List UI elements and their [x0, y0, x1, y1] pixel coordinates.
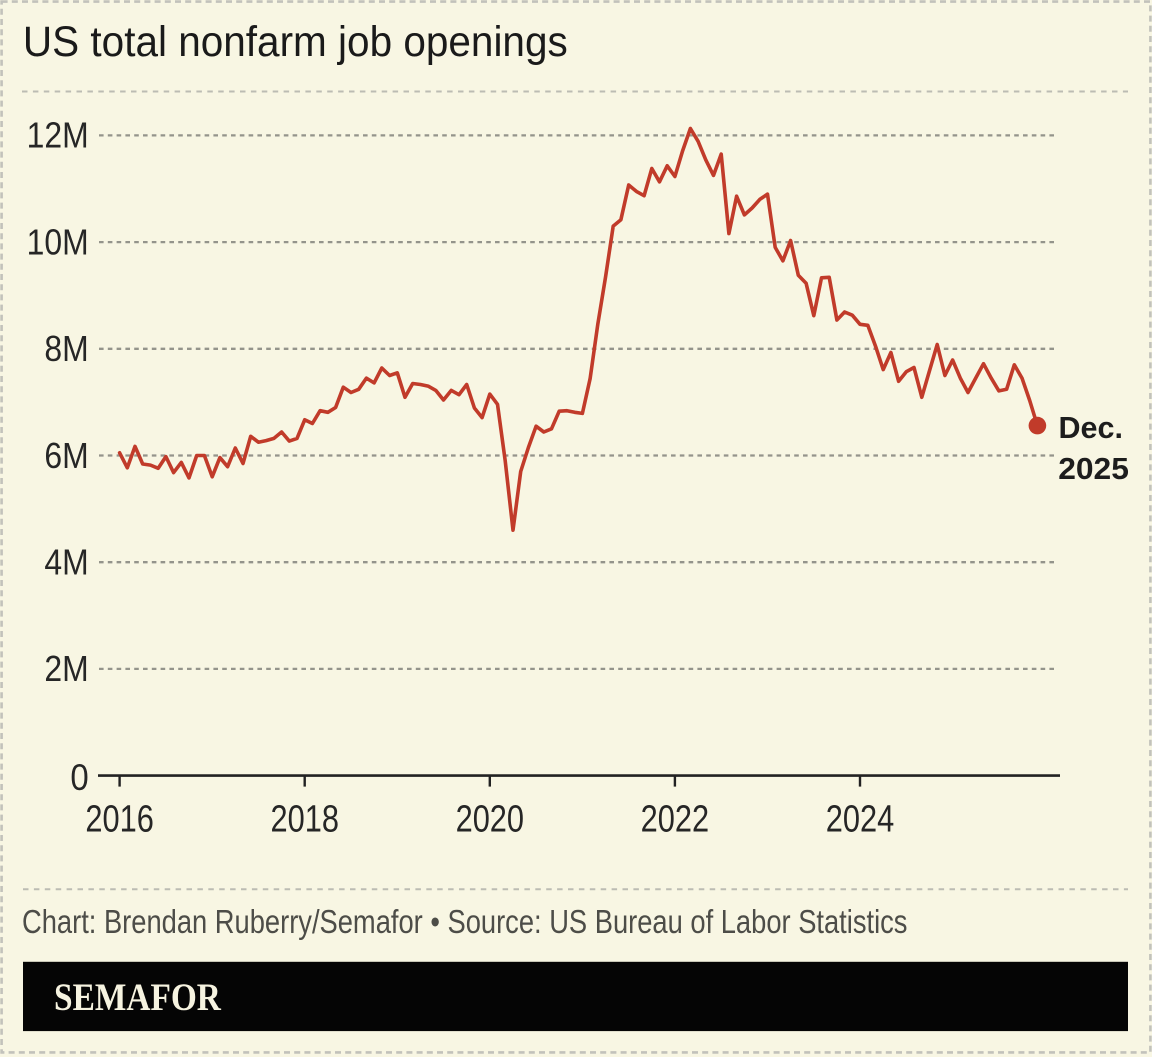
svg-text:2022: 2022	[641, 799, 709, 841]
svg-text:Dec.: Dec.	[1059, 411, 1123, 445]
svg-text:US total nonfarm job openings: US total nonfarm job openings	[23, 17, 568, 65]
svg-text:12M: 12M	[27, 116, 89, 156]
svg-text:4M: 4M	[44, 543, 88, 583]
svg-text:Chart: Brendan Ruberry/Semafor: Chart: Brendan Ruberry/Semafor • Source:…	[22, 905, 907, 941]
svg-text:2020: 2020	[456, 799, 524, 841]
svg-text:8M: 8M	[44, 329, 88, 369]
svg-text:2M: 2M	[44, 649, 88, 689]
svg-text:2024: 2024	[826, 799, 894, 841]
svg-text:2018: 2018	[270, 799, 338, 841]
svg-text:6M: 6M	[44, 436, 88, 476]
svg-text:0: 0	[70, 757, 88, 798]
svg-text:2025: 2025	[1058, 452, 1129, 486]
svg-text:2016: 2016	[85, 799, 153, 841]
svg-text:SEMAFOR: SEMAFOR	[54, 976, 222, 1019]
svg-text:10M: 10M	[27, 223, 89, 263]
